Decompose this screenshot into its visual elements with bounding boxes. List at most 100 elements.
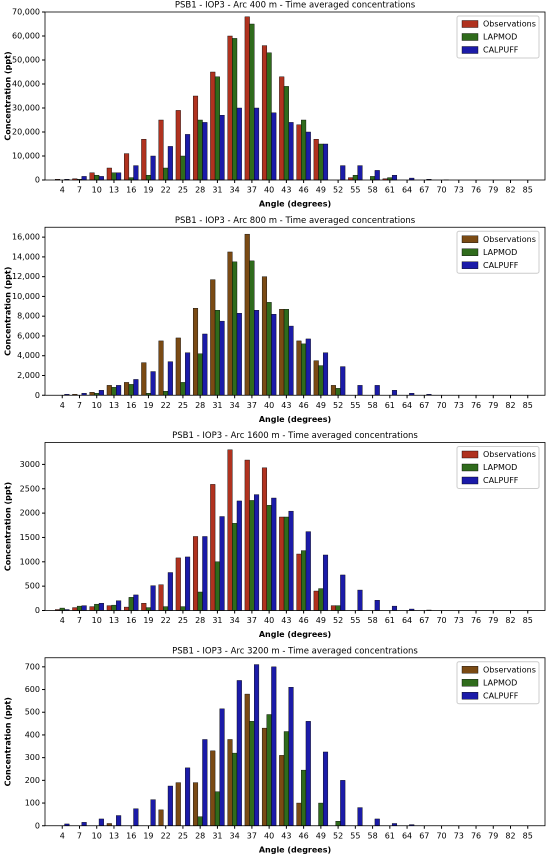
x-tick-label: 16 [126, 186, 136, 195]
x-tick-label: 73 [454, 616, 464, 625]
x-tick-label: 79 [488, 186, 498, 195]
bar [210, 279, 216, 396]
x-tick-label: 28 [195, 831, 205, 840]
x-tick-label: 52 [333, 831, 343, 840]
bar [175, 110, 181, 181]
bar [335, 388, 341, 396]
bar [150, 371, 156, 396]
bar [116, 385, 122, 396]
bar [266, 714, 272, 826]
bar [158, 340, 164, 396]
x-tick-label: 85 [523, 401, 533, 410]
x-tick-label: 46 [299, 401, 309, 410]
x-tick-label: 58 [367, 401, 377, 410]
x-tick-label: 4 [60, 616, 65, 625]
legend-swatch [461, 20, 479, 28]
x-tick-label: 52 [333, 616, 343, 625]
x-tick-label: 16 [126, 831, 136, 840]
bar [185, 556, 191, 611]
legend-label: CALPUFF [483, 691, 519, 700]
bar [219, 114, 225, 181]
bar [116, 815, 122, 826]
x-tick-label: 67 [419, 616, 429, 625]
x-tick-label: 49 [316, 831, 326, 840]
x-tick-label: 28 [195, 186, 205, 195]
y-axis-label: Concentration (ppt) [4, 267, 13, 356]
bar [279, 755, 285, 826]
y-tick-label: 70,000 [12, 8, 40, 17]
x-tick-label: 43 [281, 831, 291, 840]
bar [89, 172, 95, 181]
x-tick-label: 55 [350, 616, 360, 625]
x-tick-label: 73 [454, 186, 464, 195]
bar [158, 584, 164, 611]
x-tick-label: 82 [505, 401, 515, 410]
bar [197, 353, 203, 396]
x-tick-label: 64 [402, 616, 412, 625]
legend-label: LAPMOD [483, 678, 517, 687]
bar [279, 76, 285, 181]
x-tick-label: 61 [385, 616, 395, 625]
x-axis-label: Angle (degrees) [259, 630, 331, 639]
bar [116, 172, 122, 181]
x-tick-label: 22 [161, 186, 171, 195]
bar [197, 591, 203, 611]
bar [81, 822, 87, 826]
legend-label: Observations [483, 235, 536, 244]
chart-title: PSB1 - IOP3 - Arc 1600 m - Time averaged… [172, 431, 418, 441]
bar [167, 361, 173, 396]
x-tick-label: 34 [230, 401, 240, 410]
x-tick-label: 13 [109, 186, 119, 195]
x-tick-label: 37 [247, 186, 257, 195]
bar [150, 799, 156, 826]
bar [249, 260, 255, 396]
bar [106, 167, 112, 181]
y-tick-label: 500 [25, 582, 40, 591]
bar [197, 119, 203, 181]
x-tick-label: 31 [212, 401, 222, 410]
bar [202, 536, 208, 611]
x-tick-label: 76 [471, 186, 481, 195]
x-tick-label: 16 [126, 616, 136, 625]
x-tick-label: 55 [350, 186, 360, 195]
legend-swatch [461, 666, 479, 674]
x-tick-label: 49 [316, 186, 326, 195]
y-tick-label: 16,000 [12, 233, 40, 242]
bar [210, 71, 216, 181]
y-tick-label: 10,000 [12, 292, 40, 301]
bar [288, 687, 294, 826]
bar [214, 791, 220, 826]
bar [254, 664, 260, 826]
bar [192, 782, 199, 826]
bar [288, 122, 294, 181]
y-axis-label: Concentration (ppt) [4, 697, 13, 786]
x-tick-label: 16 [126, 401, 136, 410]
bar [236, 680, 242, 826]
x-tick-label: 52 [333, 186, 343, 195]
bar [145, 174, 151, 181]
x-tick-label: 31 [212, 831, 222, 840]
y-tick-label: 3000 [20, 460, 40, 469]
x-tick-label: 31 [212, 186, 222, 195]
bar [340, 780, 346, 826]
bar [335, 821, 341, 826]
x-tick-label: 19 [143, 186, 153, 195]
bar [227, 35, 233, 181]
bar [76, 605, 83, 611]
bar [185, 134, 191, 181]
bar [254, 310, 260, 396]
bar [192, 536, 199, 611]
bar [98, 390, 104, 396]
x-tick-label: 64 [402, 401, 412, 410]
x-tick-label: 7 [77, 401, 82, 410]
bar [357, 165, 363, 181]
bar [141, 138, 147, 181]
x-tick-label: 22 [161, 401, 171, 410]
x-tick-label: 40 [264, 186, 274, 195]
x-tick-label: 67 [419, 831, 429, 840]
bar [133, 165, 139, 181]
x-tick-label: 58 [367, 616, 377, 625]
legend-label: Observations [483, 450, 536, 459]
x-tick-label: 25 [178, 831, 188, 840]
x-tick-label: 37 [247, 831, 257, 840]
